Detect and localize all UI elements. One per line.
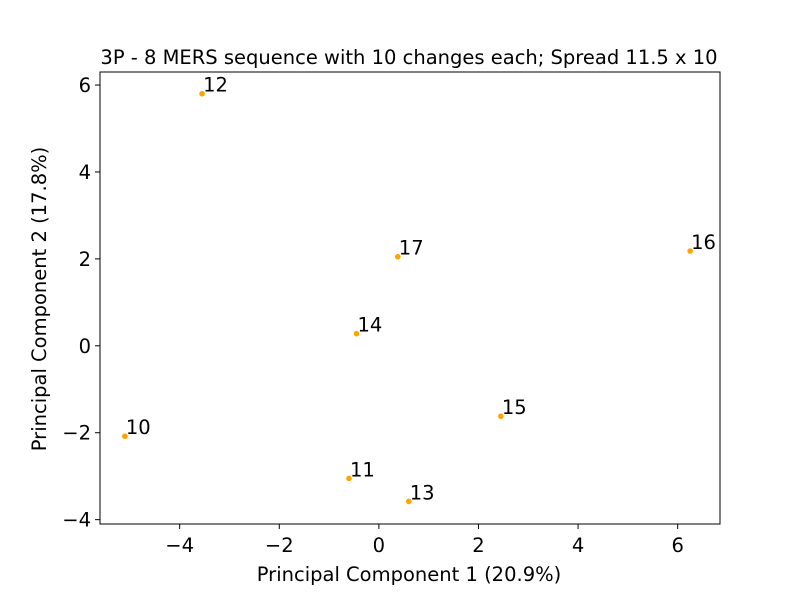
point-label: 13 bbox=[410, 481, 435, 504]
point-label: 12 bbox=[203, 74, 228, 97]
data-point bbox=[199, 90, 205, 97]
point-label: 16 bbox=[691, 231, 716, 254]
data-point bbox=[122, 433, 128, 440]
point-label: 11 bbox=[350, 458, 375, 481]
y-tick-label: 0 bbox=[79, 335, 91, 358]
point-label: 10 bbox=[126, 416, 151, 439]
x-tick-label: 2 bbox=[472, 534, 484, 557]
point-label: 14 bbox=[357, 314, 382, 337]
x-tick-label: −2 bbox=[265, 534, 294, 557]
y-tick-label: −2 bbox=[62, 422, 91, 445]
point-label: 15 bbox=[502, 396, 527, 419]
y-tick-label: 4 bbox=[79, 161, 91, 184]
data-point bbox=[353, 330, 360, 337]
axes-frame bbox=[99, 71, 721, 525]
plot-area: −4 −2 0 2 4 6 −4 −2 0 2 4 6 10 11 12 13 14 15 16 17 bbox=[62, 71, 721, 557]
y-axis-label: Principal Component 2 (17.8%) bbox=[28, 147, 51, 451]
x-tick-label: 0 bbox=[373, 534, 385, 557]
x-tick-label: 6 bbox=[671, 534, 683, 557]
x-tick-label: −4 bbox=[165, 534, 194, 557]
y-tick-label: −4 bbox=[62, 509, 91, 532]
point-label: 17 bbox=[399, 237, 424, 260]
data-point bbox=[346, 475, 352, 482]
chart-title: 3P - 8 MERS sequence with 10 changes eac… bbox=[100, 46, 717, 69]
data-point bbox=[498, 413, 504, 420]
data-point bbox=[405, 498, 412, 505]
data-point bbox=[394, 253, 401, 260]
x-tick-label: 4 bbox=[572, 534, 584, 557]
data-point bbox=[687, 248, 693, 254]
y-tick-label: 2 bbox=[79, 248, 91, 271]
y-tick-label: 6 bbox=[79, 74, 91, 97]
x-axis-label: Principal Component 1 (20.9%) bbox=[257, 563, 561, 586]
